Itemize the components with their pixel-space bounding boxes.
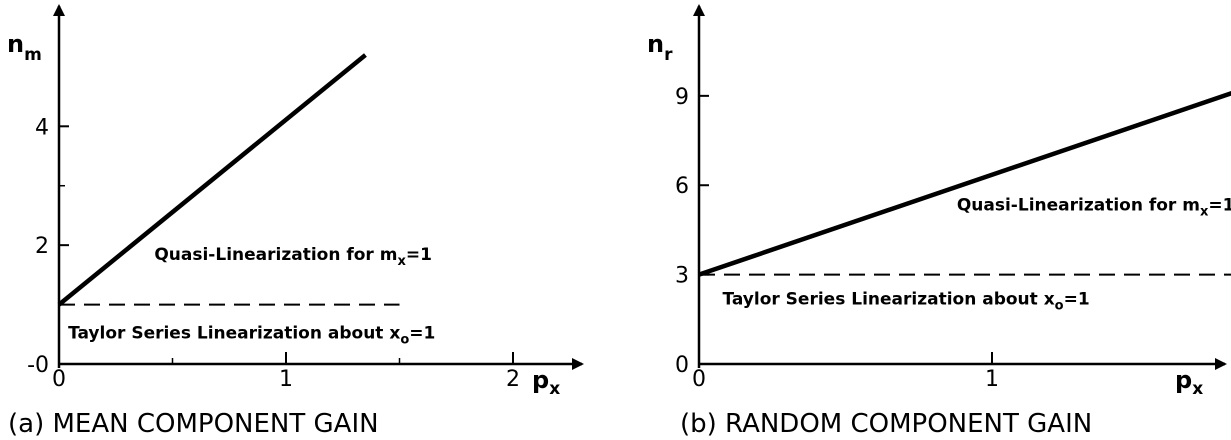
chart-caption: (a) MEAN COMPONENT GAIN [8, 409, 379, 439]
x-axis-label: px [1175, 366, 1203, 399]
quasi-linearization-line [57, 53, 367, 307]
quasi-linearization-line [698, 91, 1231, 277]
x-tick-label: 1 [985, 367, 999, 392]
y-tick-label: 6 [675, 174, 689, 199]
y-axis-label: nr [647, 30, 673, 65]
y-tick-label: 9 [675, 85, 689, 110]
y-tick-label: 2 [35, 234, 49, 259]
quasi-linearization-annotation: Quasi-Linearization for mx=1 [957, 196, 1231, 220]
y-tick-label: 4 [35, 115, 49, 140]
chart-caption: (b) RANDOM COMPONENT GAIN [680, 409, 1092, 439]
x-tick-label: 0 [52, 367, 66, 392]
taylor-series-annotation: Taylor Series Linearization about xo=1 [722, 289, 1089, 313]
x-axis-label: px [532, 366, 560, 399]
quasi-linearization-annotation: Quasi-Linearization for mx=1 [154, 245, 432, 269]
x-tick-label: 1 [279, 367, 293, 392]
mean-component-gain-chart: 0 1 2 -0 2 4 nm px Quasi-Linearization for mx=1 T… [7, 4, 584, 439]
x-tick-label: 2 [506, 367, 520, 392]
y-tick-label: 0 [675, 353, 689, 378]
random-component-gain-chart: 0120369nrpxQuasi-Linearization for mx=1T… [647, 4, 1231, 439]
y-tick-label: -0 [27, 353, 49, 378]
taylor-series-annotation: Taylor Series Linearization about xo=1 [68, 323, 435, 347]
y-tick-label: 3 [675, 264, 689, 289]
y-axis-label: nm [7, 30, 42, 65]
x-tick-label: 0 [692, 367, 706, 392]
